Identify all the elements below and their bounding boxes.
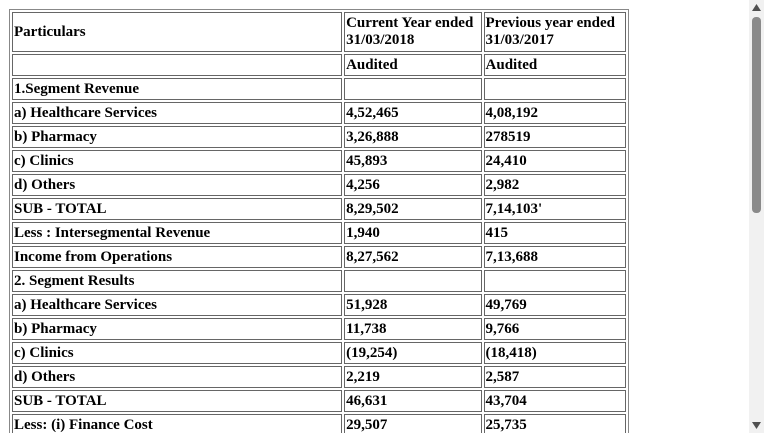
- current-year-cell: 3,26,888: [344, 126, 482, 148]
- current-year-cell: 1,940: [344, 222, 482, 244]
- current-year-cell: 8,27,562: [344, 246, 482, 268]
- row-label: c) Clinics: [12, 342, 343, 364]
- current-year-cell: 46,631: [344, 390, 482, 412]
- previous-year-cell: 49,769: [483, 294, 626, 316]
- current-year-cell: 51,928: [344, 294, 482, 316]
- table-row: SUB - TOTAL 8,29,502 7,14,103': [12, 198, 626, 220]
- scroll-thumb[interactable]: [752, 17, 761, 213]
- previous-year-cell: 43,704: [483, 390, 626, 412]
- current-year-cell: 11,738: [344, 318, 482, 340]
- previous-year-cell: 25,735: [483, 414, 626, 433]
- row-label: Income from Operations: [12, 246, 343, 268]
- row-label: c) Clinics: [12, 150, 343, 172]
- table-row: a) Healthcare Services 51,928 49,769: [12, 294, 626, 316]
- audit-cell: Audited: [483, 54, 626, 76]
- table-body: Particulars Current Year ended 31/03/2018…: [12, 12, 626, 433]
- row-label: b) Pharmacy: [12, 126, 343, 148]
- row-label: SUB - TOTAL: [12, 198, 343, 220]
- row-label: d) Others: [12, 366, 343, 388]
- previous-year-cell: 24,410: [483, 150, 626, 172]
- row-label: Less : Intersegmental Revenue: [12, 222, 343, 244]
- table-row: Less: (i) Finance Cost 29,507 25,735: [12, 414, 626, 433]
- previous-year-cell: (18,418): [483, 342, 626, 364]
- current-year-cell: 4,256: [344, 174, 482, 196]
- row-label: Less: (i) Finance Cost: [12, 414, 343, 433]
- table-row: SUB - TOTAL 46,631 43,704: [12, 390, 626, 412]
- row-label: 2. Segment Results: [12, 270, 343, 292]
- header-cell: Particulars: [12, 12, 343, 52]
- table-row: c) Clinics 45,893 24,410: [12, 150, 626, 172]
- previous-year-cell: 4,08,192: [483, 102, 626, 124]
- table-row: Particulars Current Year ended 31/03/2018…: [12, 12, 626, 52]
- previous-year-cell: [483, 270, 626, 292]
- table-row: Income from Operations 8,27,562 7,13,688: [12, 246, 626, 268]
- scroll-arrows: [752, 4, 761, 429]
- table-row: b) Pharmacy 3,26,888 278519: [12, 126, 626, 148]
- table-row: Less : Intersegmental Revenue 1,940 415: [12, 222, 626, 244]
- previous-year-cell: 7,14,103': [483, 198, 626, 220]
- scrollbar[interactable]: [749, 0, 764, 433]
- current-year-cell: 45,893: [344, 150, 482, 172]
- table-row: Audited Audited: [12, 54, 626, 76]
- current-year-cell: [344, 78, 482, 100]
- table-row: 2. Segment Results: [12, 270, 626, 292]
- table-row: 1.Segment Revenue: [12, 78, 626, 100]
- scroll-down[interactable]: [752, 422, 761, 429]
- table-row: a) Healthcare Services 4,52,465 4,08,192: [12, 102, 626, 124]
- table-row: c) Clinics (19,254) (18,418): [12, 342, 626, 364]
- previous-year-cell: 7,13,688: [483, 246, 626, 268]
- data-table: Particulars Current Year ended 31/03/2018…: [9, 9, 629, 433]
- previous-year-cell: 278519: [483, 126, 626, 148]
- scroll-up[interactable]: [752, 4, 761, 11]
- audit-cell: Audited: [344, 54, 482, 76]
- previous-year-cell: 2,587: [483, 366, 626, 388]
- previous-year-cell: 415: [483, 222, 626, 244]
- current-year-cell: [344, 270, 482, 292]
- table-row: d) Others 4,256 2,982: [12, 174, 626, 196]
- empty-cell: [12, 54, 343, 76]
- previous-year-cell: [483, 78, 626, 100]
- table-row: d) Others 2,219 2,587: [12, 366, 626, 388]
- row-label: SUB - TOTAL: [12, 390, 343, 412]
- header-cell: Previous year ended 31/03/2017: [483, 12, 626, 52]
- row-label: a) Healthcare Services: [12, 294, 343, 316]
- previous-year-cell: 9,766: [483, 318, 626, 340]
- row-label: a) Healthcare Services: [12, 102, 343, 124]
- header-cell: Current Year ended 31/03/2018: [344, 12, 482, 52]
- row-label: 1.Segment Revenue: [12, 78, 343, 100]
- row-label: d) Others: [12, 174, 343, 196]
- previous-year-cell: 2,982: [483, 174, 626, 196]
- current-year-cell: 8,29,502: [344, 198, 482, 220]
- current-year-cell: (19,254): [344, 342, 482, 364]
- current-year-cell: 29,507: [344, 414, 482, 433]
- row-label: b) Pharmacy: [12, 318, 343, 340]
- current-year-cell: 2,219: [344, 366, 482, 388]
- current-year-cell: 4,52,465: [344, 102, 482, 124]
- table-row: b) Pharmacy 11,738 9,766: [12, 318, 626, 340]
